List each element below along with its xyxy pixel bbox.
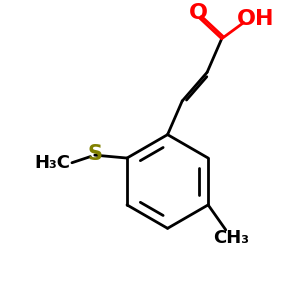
Text: H₃C: H₃C (34, 154, 70, 172)
Text: CH₃: CH₃ (213, 229, 249, 247)
Text: OH: OH (237, 9, 275, 29)
Text: O: O (189, 3, 208, 23)
Text: S: S (87, 144, 102, 164)
